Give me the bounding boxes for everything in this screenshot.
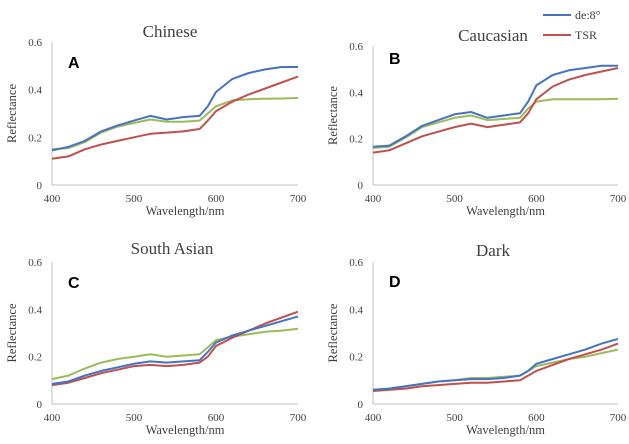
y-axis-label: Reflectance [5, 84, 19, 143]
y-tick-label: 0.2 [28, 132, 42, 144]
x-tick-label: 500 [126, 412, 143, 424]
legend-label: de:8° [575, 8, 601, 22]
series-line-de8 [51, 315, 299, 385]
y-tick-label: 0 [358, 180, 364, 192]
y-tick-label: 0.4 [349, 87, 363, 99]
panel-title: Caucasian [458, 26, 528, 45]
panel-a: 0 0.2 0.4 0.6 400 500 600 700 Wavelength/nm Refle… [5, 22, 307, 218]
panel-title: South Asian [131, 239, 214, 258]
series-line-de8 [372, 337, 619, 391]
panel-c: 0 0.2 0.4 0.6 400 500 600 700 Wavelength/nm Refle… [5, 239, 307, 437]
series-line-tsr [51, 75, 299, 160]
y-tick-label: 0.6 [349, 41, 363, 53]
x-tick-label: 400 [365, 193, 382, 205]
panel-title: Dark [476, 241, 510, 260]
x-axis-label: Wavelength/nm [466, 204, 545, 218]
x-tick-label: 600 [208, 412, 225, 424]
x-tick-label: 600 [208, 193, 225, 205]
y-tick-label: 0.4 [349, 304, 363, 316]
panel-letter: A [68, 55, 80, 72]
y-tick-label: 0.6 [28, 37, 42, 49]
panel-b: 0 0.2 0.4 0.6 400 500 600 700 Wavelength/nm Refle… [326, 26, 627, 218]
x-tick-label: 700 [290, 412, 307, 424]
legend-label: TSR [575, 28, 597, 42]
series-line-third [51, 97, 299, 151]
series-line-tsr [372, 67, 619, 154]
y-tick-label: 0 [37, 180, 43, 192]
series-line-third [372, 97, 619, 149]
x-axis-label: Wavelength/nm [466, 423, 545, 437]
x-tick-label: 600 [528, 193, 545, 205]
y-tick-label: 0.2 [349, 352, 363, 364]
y-tick-label: 0.6 [349, 257, 363, 269]
y-axis-label: Reflectance [5, 303, 19, 362]
series-line-de8 [51, 66, 298, 152]
x-tick-label: 500 [446, 193, 463, 205]
x-tick-label: 700 [290, 193, 307, 205]
x-tick-label: 500 [126, 193, 143, 205]
y-tick-label: 0.2 [28, 352, 42, 364]
panel-letter: D [389, 274, 401, 291]
legend: de:8° TSR [543, 8, 601, 42]
y-axis-label: Reflectance [326, 86, 340, 145]
x-tick-label: 500 [446, 412, 463, 424]
y-tick-label: 0 [37, 399, 43, 411]
series-line-third [51, 327, 299, 381]
x-tick-label: 400 [365, 412, 382, 424]
series-line-de8 [372, 64, 618, 148]
y-tick-label: 0.6 [28, 257, 42, 269]
y-axis-label: Reflectance [326, 303, 340, 362]
y-tick-label: 0 [358, 399, 364, 411]
series-line-tsr [372, 342, 619, 392]
x-tick-label: 400 [44, 412, 61, 424]
x-tick-label: 700 [610, 193, 627, 205]
y-tick-label: 0.4 [28, 304, 42, 316]
x-tick-label: 600 [528, 412, 545, 424]
panel-letter: B [389, 51, 401, 68]
x-tick-label: 700 [610, 412, 627, 424]
x-axis-label: Wavelength/nm [146, 204, 225, 218]
y-tick-label: 0.4 [28, 85, 42, 97]
panel-letter: C [68, 275, 80, 292]
panel-title: Chinese [143, 22, 198, 41]
x-axis-label: Wavelength/nm [146, 423, 225, 437]
x-tick-label: 400 [44, 193, 61, 205]
panel-d: 0 0.2 0.4 0.6 400 500 600 700 Wavelength/nm Refle… [326, 241, 627, 437]
y-tick-label: 0.2 [349, 134, 363, 146]
